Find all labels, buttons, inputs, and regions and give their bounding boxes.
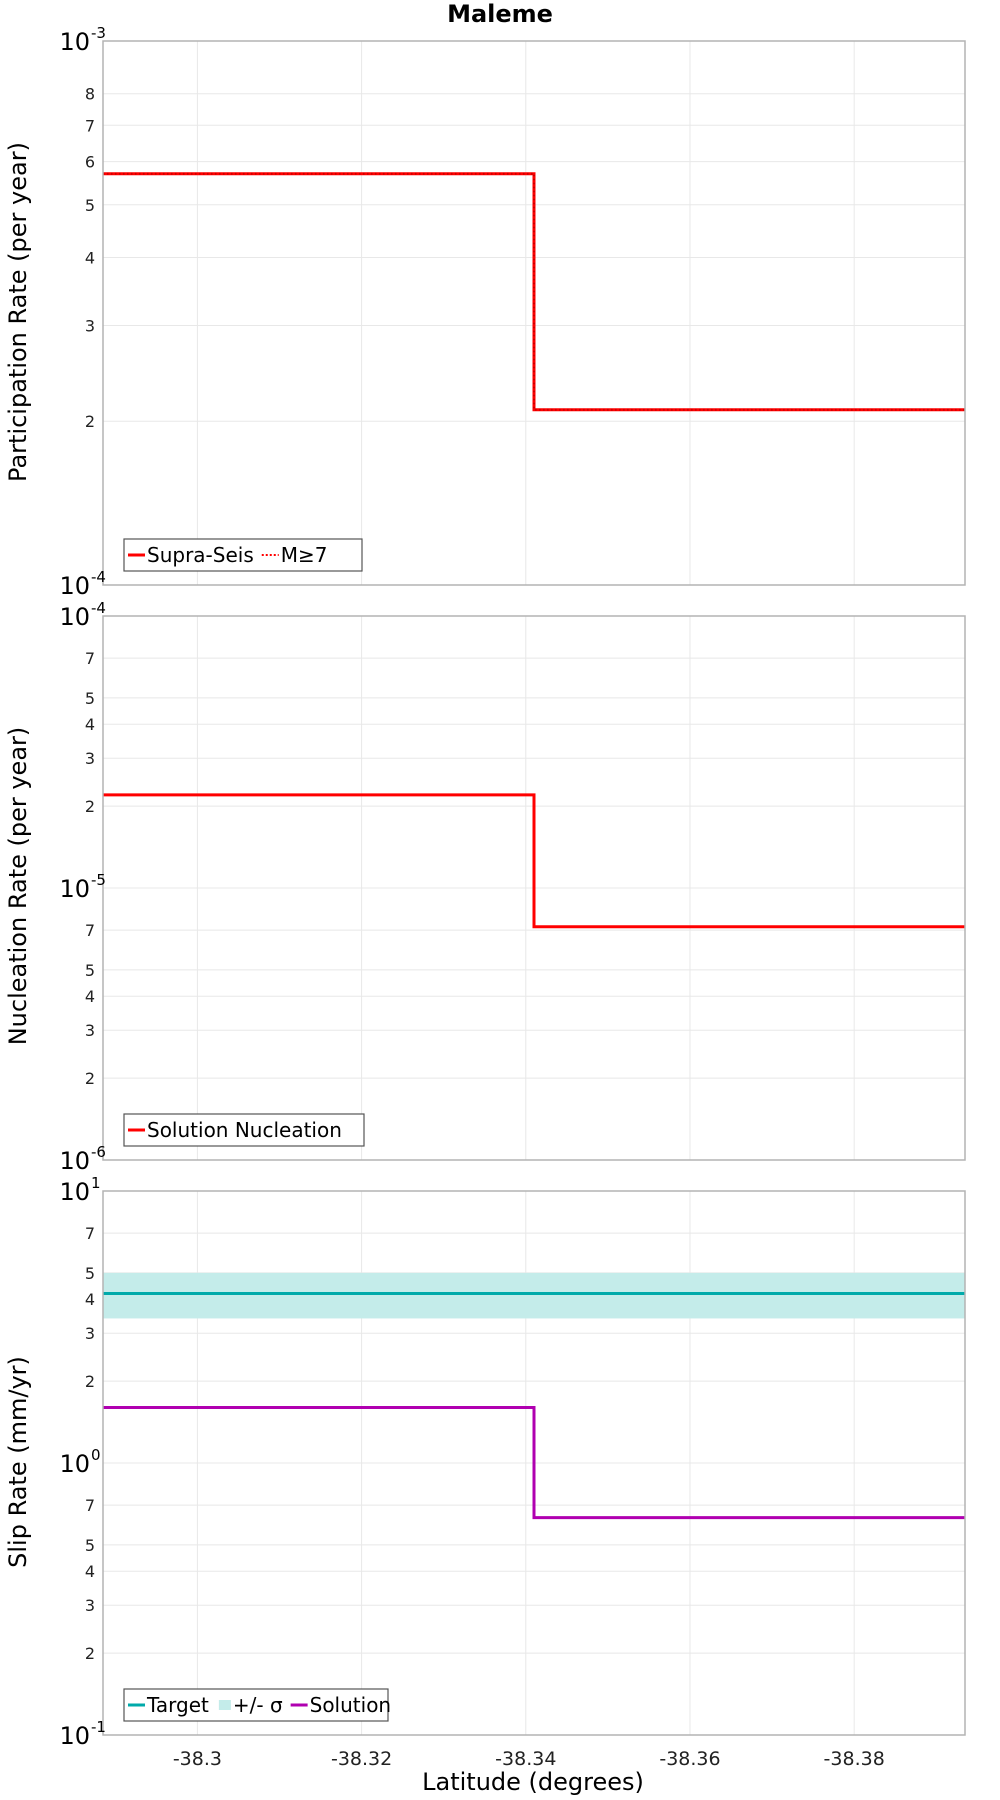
y-tick-label: 5 — [85, 1536, 95, 1555]
x-tick-label: -38.32 — [331, 1748, 392, 1770]
series-line — [103, 793, 965, 929]
y-tick-label: 4 — [85, 1290, 95, 1309]
legend-label: Target — [146, 1693, 209, 1717]
y-axis-label: Slip Rate (mm/yr) — [4, 1356, 32, 1568]
y-tick-label: 5 — [85, 961, 95, 980]
y-tick-exponent: -4 — [91, 599, 106, 617]
y-tick-label: 7 — [85, 1224, 95, 1243]
legend-label: M≥7 — [281, 543, 328, 567]
y-tick-label: 4 — [85, 987, 95, 1006]
y-tick-exponent: -1 — [91, 1718, 106, 1736]
legend-label: +/- σ — [233, 1693, 283, 1717]
y-tick-label: 6 — [85, 153, 95, 172]
chart-title: Maleme — [447, 0, 553, 28]
y-tick-exponent: -4 — [91, 568, 106, 586]
y-tick-label: 8 — [85, 85, 95, 104]
legend-label: Solution Nucleation — [147, 1118, 342, 1142]
y-axis-label: Participation Rate (per year) — [4, 142, 32, 482]
y-tick-label: 3 — [85, 1324, 95, 1343]
y-tick-label: 10 — [59, 572, 90, 600]
y-tick-label: 4 — [85, 1562, 95, 1581]
x-tick-label: -38.36 — [659, 1748, 720, 1770]
legend: Supra-Seis M≥7 — [123, 538, 363, 572]
x-axis-label: Latitude (degrees) — [422, 1768, 644, 1796]
plot-frame — [102, 40, 966, 586]
y-tick-label: 7 — [85, 921, 95, 940]
legend: Target +/- σ Solution — [123, 1688, 391, 1722]
y-tick-label: 7 — [85, 1496, 95, 1515]
legend-label: Supra-Seis — [147, 543, 254, 567]
series-band — [103, 1272, 965, 1319]
y-tick-label: 10 — [59, 1722, 90, 1750]
legend-swatch — [218, 1700, 231, 1710]
y-tick-label: 3 — [85, 1596, 95, 1615]
series-line — [103, 1406, 965, 1520]
legend: Solution Nucleation — [123, 1113, 365, 1147]
y-tick-label: 7 — [85, 649, 95, 668]
y-tick-label: 10 — [59, 1178, 90, 1206]
legend-box — [123, 538, 363, 572]
plot-frame — [102, 1190, 966, 1736]
y-tick-label: 2 — [85, 1644, 95, 1663]
y-tick-label: 10 — [59, 1147, 90, 1175]
y-tick-label: 10 — [59, 875, 90, 903]
series-line — [103, 172, 965, 411]
y-tick-exponent: 1 — [91, 1174, 101, 1192]
y-tick-label: 2 — [85, 412, 95, 431]
y-tick-exponent: -6 — [91, 1143, 106, 1161]
y-tick-label: 2 — [85, 1372, 95, 1391]
y-tick-exponent: 0 — [91, 1446, 101, 1464]
plot-frame — [102, 615, 966, 1161]
legend-box — [123, 1113, 365, 1147]
y-tick-label: 10 — [59, 1450, 90, 1478]
y-tick-label: 5 — [85, 689, 95, 708]
x-tick-label: -38.38 — [824, 1748, 885, 1770]
y-tick-label: 7 — [85, 116, 95, 135]
y-tick-label: 2 — [85, 1069, 95, 1088]
x-tick-label: -38.34 — [495, 1748, 556, 1770]
y-tick-label: 4 — [85, 715, 95, 734]
y-tick-label: 5 — [85, 196, 95, 215]
legend-box — [123, 1688, 389, 1722]
y-tick-label: 10 — [59, 28, 90, 56]
y-tick-label: 2 — [85, 797, 95, 816]
legend-label: Solution — [310, 1693, 391, 1717]
y-tick-label: 5 — [85, 1264, 95, 1283]
x-tick-label: -38.3 — [173, 1748, 222, 1770]
y-tick-label: 3 — [85, 316, 95, 335]
y-tick-label: 3 — [85, 749, 95, 768]
y-tick-exponent: -3 — [91, 24, 106, 42]
y-tick-label: 4 — [85, 248, 95, 267]
y-tick-exponent: -5 — [91, 871, 106, 889]
y-axis-label: Nucleation Rate (per year) — [4, 727, 32, 1046]
y-tick-label: 3 — [85, 1021, 95, 1040]
y-tick-label: 10 — [59, 603, 90, 631]
